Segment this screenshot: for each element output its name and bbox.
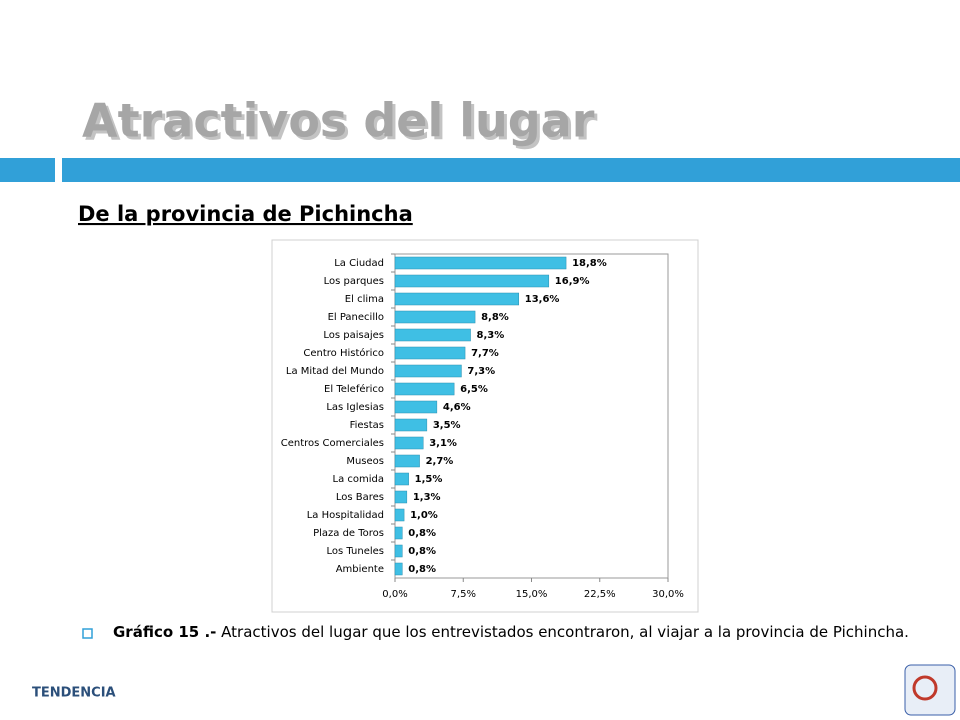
- y-tick-label: La Hospitalidad: [307, 510, 384, 521]
- value-label: 4,6%: [443, 402, 471, 413]
- subtitle: De la provincia de Pichincha: [78, 202, 413, 226]
- bullet: [82, 628, 93, 639]
- bar: [394, 562, 403, 576]
- y-tick-label: El clima: [345, 294, 384, 305]
- bar: [394, 346, 466, 360]
- y-tick-label: Centro Histórico: [303, 347, 384, 359]
- bar: [394, 508, 405, 522]
- value-label: 7,7%: [471, 348, 499, 359]
- accent-bar: [62, 158, 960, 182]
- value-label: 16,9%: [555, 276, 590, 287]
- slide-title: Atractivos del lugar: [82, 94, 595, 148]
- value-label: 1,3%: [413, 492, 441, 503]
- value-label: 13,6%: [525, 294, 560, 305]
- bar: [394, 436, 424, 450]
- caption-label: Gráfico 15 .-: [113, 623, 217, 641]
- y-tick-label: Fiestas: [350, 420, 384, 431]
- y-tick-label: La Ciudad: [334, 258, 384, 269]
- y-tick-label: Los paisajes: [323, 330, 384, 341]
- value-label: 7,3%: [467, 366, 495, 377]
- y-tick-label: Los Tuneles: [327, 546, 384, 557]
- bar: [394, 328, 471, 342]
- value-label: 3,1%: [429, 438, 457, 449]
- value-label: 1,0%: [410, 510, 438, 521]
- y-tick-label: Centros Comerciales: [281, 438, 384, 449]
- bar: [394, 472, 409, 486]
- value-label: 0,8%: [408, 546, 436, 557]
- bar: [394, 256, 567, 270]
- bar: [394, 490, 408, 504]
- x-tick-label: 15,0%: [516, 589, 548, 600]
- bar: [394, 544, 403, 558]
- caption: Gráfico 15 .- Atractivos del lugar que l…: [113, 620, 915, 644]
- logo-mark: [912, 675, 938, 701]
- logo-right: [904, 664, 956, 716]
- bar: [394, 292, 520, 306]
- x-tick-label: 30,0%: [652, 589, 684, 600]
- caption-text: Atractivos del lugar que los entrevistad…: [221, 623, 909, 641]
- x-tick-label: 22,5%: [584, 589, 616, 600]
- value-label: 1,5%: [415, 474, 443, 485]
- accent-square: [0, 158, 55, 182]
- value-label: 0,8%: [408, 564, 436, 575]
- value-label: 6,5%: [460, 384, 488, 395]
- bar: [394, 310, 476, 324]
- value-label: 8,3%: [477, 330, 505, 341]
- y-tick-label: Los parques: [324, 276, 384, 287]
- value-label: 3,5%: [433, 420, 461, 431]
- bar: [394, 526, 403, 540]
- y-tick-label: El Teleférico: [324, 383, 384, 395]
- bar: [394, 364, 462, 378]
- y-tick-label: El Panecillo: [328, 312, 384, 323]
- value-label: 0,8%: [408, 528, 436, 539]
- value-label: 2,7%: [426, 456, 454, 467]
- bar: [394, 418, 428, 432]
- y-tick-label: Ambiente: [336, 564, 384, 575]
- x-tick-label: 0,0%: [382, 589, 407, 600]
- title-shadow: Atractivos del lugar: [85, 97, 598, 151]
- x-tick-label: 7,5%: [451, 589, 476, 600]
- y-tick-label: La comida: [333, 474, 385, 485]
- y-tick-label: Plaza de Toros: [313, 528, 384, 539]
- y-tick-label: La Mitad del Mundo: [286, 366, 384, 377]
- value-label: 8,8%: [481, 312, 509, 323]
- y-tick-label: Las Iglesias: [326, 402, 384, 413]
- value-label: 18,8%: [572, 258, 607, 269]
- y-tick-label: Museos: [346, 456, 384, 467]
- bar: [394, 274, 550, 288]
- bar: [394, 382, 455, 396]
- y-tick-label: Los Bares: [336, 492, 384, 503]
- logo-text: TENDENCIA: [32, 686, 116, 701]
- bar: [394, 400, 438, 414]
- bar: [394, 454, 420, 468]
